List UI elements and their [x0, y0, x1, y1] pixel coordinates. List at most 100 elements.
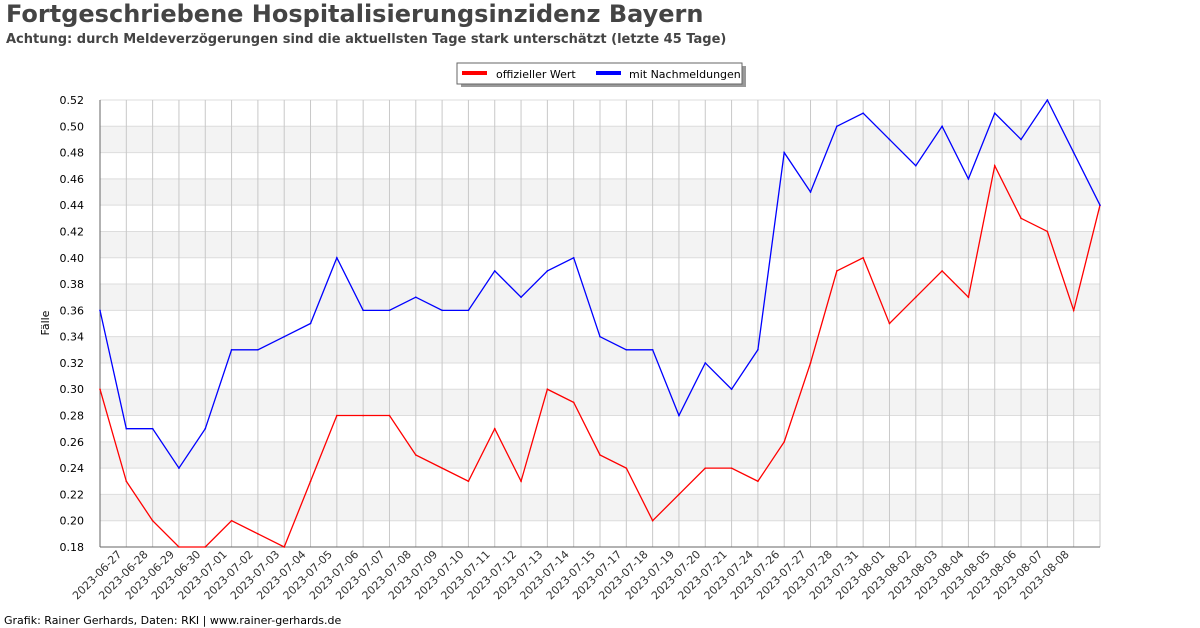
y-tick-label: 0.38	[60, 278, 85, 291]
data-point	[309, 322, 312, 325]
data-point	[441, 467, 443, 469]
data-point	[125, 427, 128, 430]
y-tick-label: 0.26	[60, 436, 85, 449]
y-tick-label: 0.42	[60, 225, 85, 238]
data-point	[678, 493, 680, 496]
data-point	[467, 480, 470, 483]
data-point	[914, 164, 917, 167]
data-point	[414, 454, 417, 456]
data-point	[993, 112, 996, 114]
data-point	[651, 348, 654, 351]
data-point	[914, 296, 917, 299]
data-point	[204, 546, 207, 548]
data-point	[1072, 309, 1075, 312]
data-point	[309, 480, 312, 483]
data-point	[493, 427, 496, 430]
data-point	[257, 533, 259, 535]
data-point	[783, 151, 786, 154]
y-tick-label: 0.22	[60, 488, 85, 501]
y-tick-label: 0.24	[60, 462, 85, 475]
data-point	[809, 191, 812, 193]
data-point	[520, 296, 522, 299]
data-point	[625, 467, 628, 469]
data-point	[1046, 230, 1049, 233]
y-tick-label: 0.34	[60, 331, 85, 344]
data-point	[388, 414, 391, 417]
legend-swatch	[596, 71, 621, 75]
data-point	[836, 125, 838, 128]
data-point	[730, 467, 733, 469]
chart-title: Fortgeschriebene Hospitalisierungsinzide…	[6, 0, 704, 28]
data-point	[809, 362, 812, 364]
data-point	[204, 427, 207, 430]
chart-subtitle: Achtung: durch Meldeverzögerungen sind d…	[6, 32, 727, 47]
data-point	[967, 296, 970, 299]
data-point	[967, 178, 970, 180]
data-point	[1020, 217, 1022, 220]
data-point	[230, 348, 233, 351]
y-tick-label: 0.48	[60, 147, 85, 160]
data-point	[467, 309, 470, 312]
data-point	[599, 335, 601, 338]
data-point	[362, 309, 364, 312]
data-point	[572, 256, 575, 259]
data-point	[520, 480, 522, 483]
data-point	[757, 348, 759, 351]
data-point	[730, 388, 733, 391]
data-point	[388, 309, 391, 312]
data-point	[1046, 99, 1049, 101]
y-tick-label: 0.52	[60, 94, 85, 107]
y-tick-label: 0.44	[60, 199, 85, 212]
series-1	[99, 98, 1101, 470]
data-point	[862, 256, 864, 259]
data-point	[283, 546, 286, 548]
data-point	[125, 480, 128, 483]
data-point	[546, 270, 549, 272]
data-point	[757, 480, 759, 483]
data-point	[1020, 138, 1022, 141]
data-point	[678, 414, 680, 417]
data-point	[651, 519, 654, 522]
y-tick-label: 0.30	[60, 383, 85, 396]
y-tick-label: 0.46	[60, 173, 85, 186]
data-point	[599, 454, 601, 456]
data-point	[836, 270, 838, 272]
data-point	[888, 322, 891, 325]
series-0	[99, 163, 1101, 548]
y-tick-label: 0.28	[60, 410, 85, 423]
legend-label: mit Nachmeldungen	[629, 68, 741, 81]
legend-label: offizieller Wert	[496, 68, 576, 81]
data-point	[151, 427, 154, 430]
data-point	[257, 348, 259, 351]
y-tick-label: 0.50	[60, 120, 85, 133]
data-point	[336, 256, 338, 259]
data-point	[283, 335, 286, 338]
data-point	[441, 309, 443, 312]
data-point	[625, 348, 628, 351]
data-point	[99, 388, 101, 391]
data-point	[178, 546, 180, 548]
data-point	[546, 388, 549, 391]
data-point	[362, 414, 364, 417]
legend-swatch	[462, 71, 487, 75]
data-point	[704, 467, 707, 469]
data-point	[178, 467, 180, 469]
y-tick-label: 0.20	[60, 515, 85, 528]
data-point	[336, 414, 338, 417]
data-point	[493, 270, 496, 272]
data-point	[151, 519, 154, 522]
data-point	[704, 362, 707, 364]
data-point	[1072, 151, 1075, 154]
y-tick-label: 0.40	[60, 252, 85, 265]
data-point	[993, 164, 996, 167]
data-point	[230, 519, 233, 522]
data-point	[862, 112, 864, 114]
data-point	[783, 441, 786, 443]
data-point	[941, 270, 943, 272]
data-point	[414, 296, 417, 299]
legend: offizieller Wert mit Nachmeldungen	[456, 62, 746, 87]
data-point	[572, 401, 575, 404]
y-tick-label: 0.36	[60, 304, 85, 317]
